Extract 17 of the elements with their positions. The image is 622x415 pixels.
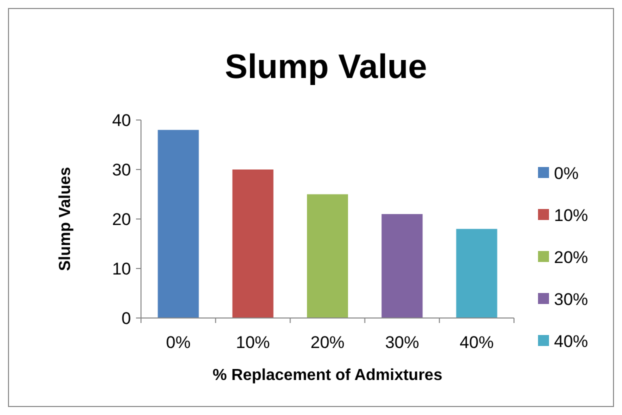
x-tick-label: 20% [310, 333, 345, 352]
x-axis-title: % Replacement of Admixtures [212, 367, 442, 384]
y-tick-label: 0 [122, 308, 131, 328]
y-axis-title: Slump Values [57, 166, 74, 272]
legend-label: 0% [554, 164, 579, 183]
x-tick-label: 10% [236, 333, 270, 352]
chart-title: Slump Value [224, 48, 428, 86]
legend-label: 30% [554, 290, 588, 309]
y-tick-label: 10 [112, 259, 131, 278]
x-tick-label: 30% [385, 333, 420, 352]
y-tick-label: 30 [112, 160, 131, 180]
legend-label: 20% [554, 248, 588, 267]
y-tick-label: 20 [112, 210, 131, 229]
x-tick-label: 0% [166, 333, 191, 352]
legend-label: 10% [554, 206, 588, 225]
y-tick-label: 40 [112, 110, 131, 130]
x-tick-label: 40% [460, 333, 494, 352]
